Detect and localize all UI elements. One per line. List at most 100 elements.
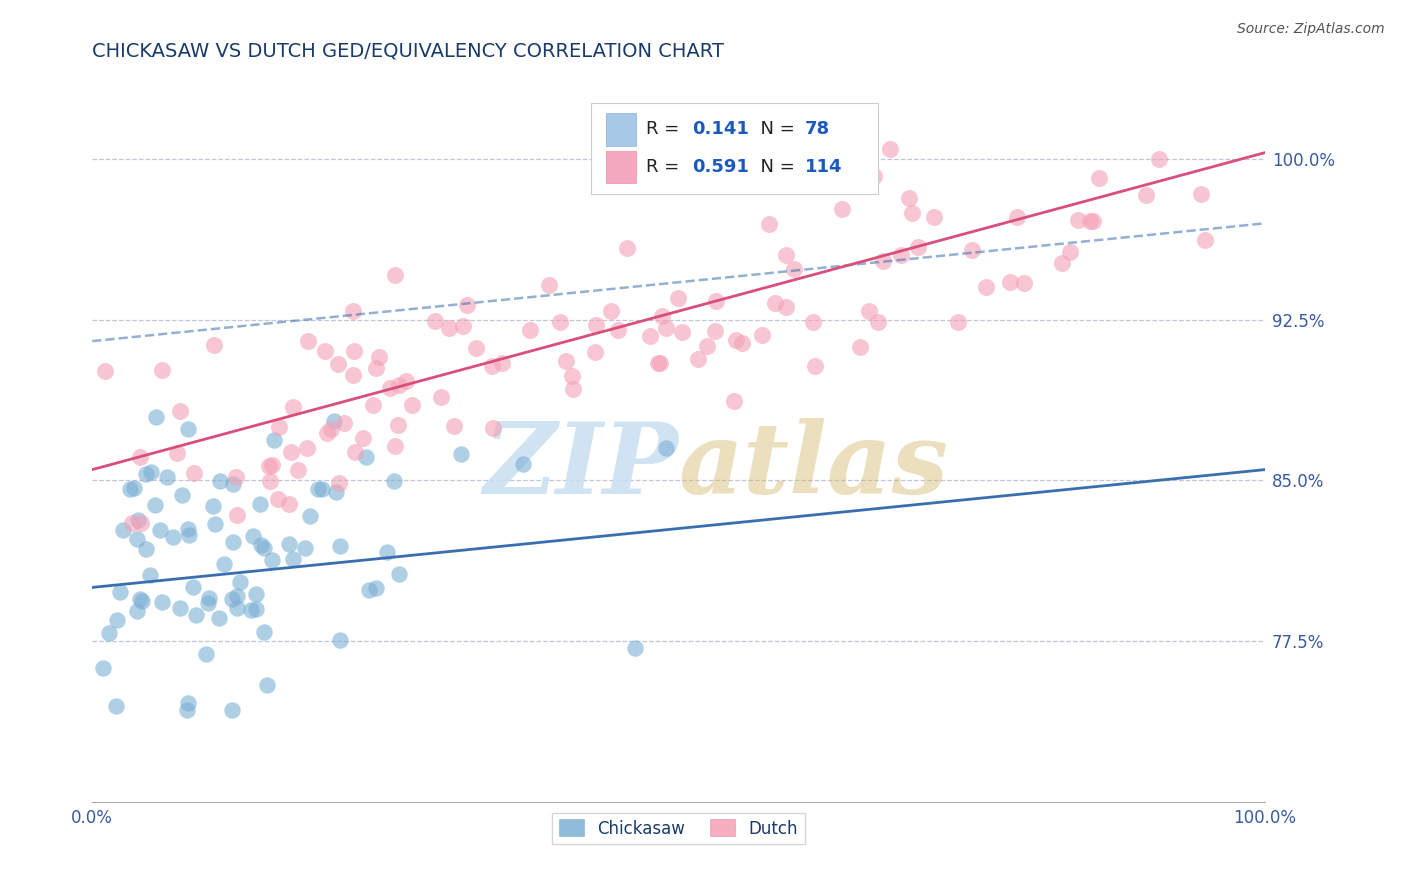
Point [202,337,225,351]
Point [512,458,534,472]
Point [901,206,924,220]
Point [108,585,131,599]
Point [555,354,578,368]
Point [329,633,352,648]
Point [831,202,853,216]
Point [607,323,630,337]
Text: 78: 78 [806,120,831,138]
Point [751,328,773,343]
Point [249,497,271,511]
Point [548,315,571,329]
Point [343,344,366,359]
Point [962,243,984,257]
Point [135,542,157,557]
Point [1135,187,1157,202]
Point [388,377,411,392]
Point [450,447,472,461]
Text: N =: N = [749,120,800,138]
Point [671,325,693,339]
Point [1078,214,1101,228]
Point [280,445,302,459]
Point [879,142,901,156]
Point [118,482,141,496]
Point [1059,245,1081,260]
Point [401,398,423,412]
Point [430,390,453,404]
Point [177,697,200,711]
Point [259,474,281,488]
Point [342,368,364,382]
Point [307,483,329,497]
Point [1088,171,1111,186]
Point [354,450,377,464]
Point [139,568,162,582]
Point [139,466,162,480]
Point [425,314,447,328]
Point [150,594,173,608]
Point [686,352,709,367]
Text: CHICKASAW VS DUTCH GED/EQUIVALENCY CORRELATION CHART: CHICKASAW VS DUTCH GED/EQUIVALENCY CORRE… [93,42,724,61]
Text: 114: 114 [806,158,842,176]
Point [277,537,299,551]
Point [1147,152,1170,166]
Point [387,417,409,432]
Point [221,535,243,549]
Point [197,596,219,610]
Point [395,374,418,388]
Point [775,247,797,261]
Point [177,422,200,436]
FancyBboxPatch shape [591,103,877,194]
Point [723,394,745,409]
Point [763,296,786,310]
Point [263,433,285,447]
Point [872,254,894,268]
Point [328,476,350,491]
Point [946,315,969,329]
Point [863,169,886,184]
Point [295,442,318,456]
Point [240,602,263,616]
Point [169,601,191,615]
Point [125,532,148,546]
Point [242,529,264,543]
Point [221,591,243,606]
Point [229,575,252,590]
Point [260,553,283,567]
Point [922,210,945,224]
Point [172,488,194,502]
Point [105,613,128,627]
Point [131,594,153,608]
Point [297,334,319,348]
Point [898,191,921,205]
Point [245,602,267,616]
Point [384,439,406,453]
Point [600,304,623,318]
Point [731,335,754,350]
Point [166,446,188,460]
Point [129,516,152,531]
Point [122,481,145,495]
Point [388,567,411,582]
Point [491,356,513,370]
Point [1067,213,1090,227]
Point [121,516,143,531]
Point [519,322,541,336]
Point [221,703,243,717]
Point [198,591,221,606]
Point [849,340,872,354]
Point [128,592,150,607]
Point [129,450,152,464]
Point [221,477,243,491]
Text: 0.141: 0.141 [693,120,749,138]
Point [481,359,503,373]
Point [724,334,747,348]
Point [359,582,381,597]
Point [804,359,827,374]
Point [169,404,191,418]
Point [352,431,374,445]
Point [368,350,391,364]
Point [364,361,387,376]
Point [201,499,224,513]
Point [195,648,218,662]
Point [1194,233,1216,247]
